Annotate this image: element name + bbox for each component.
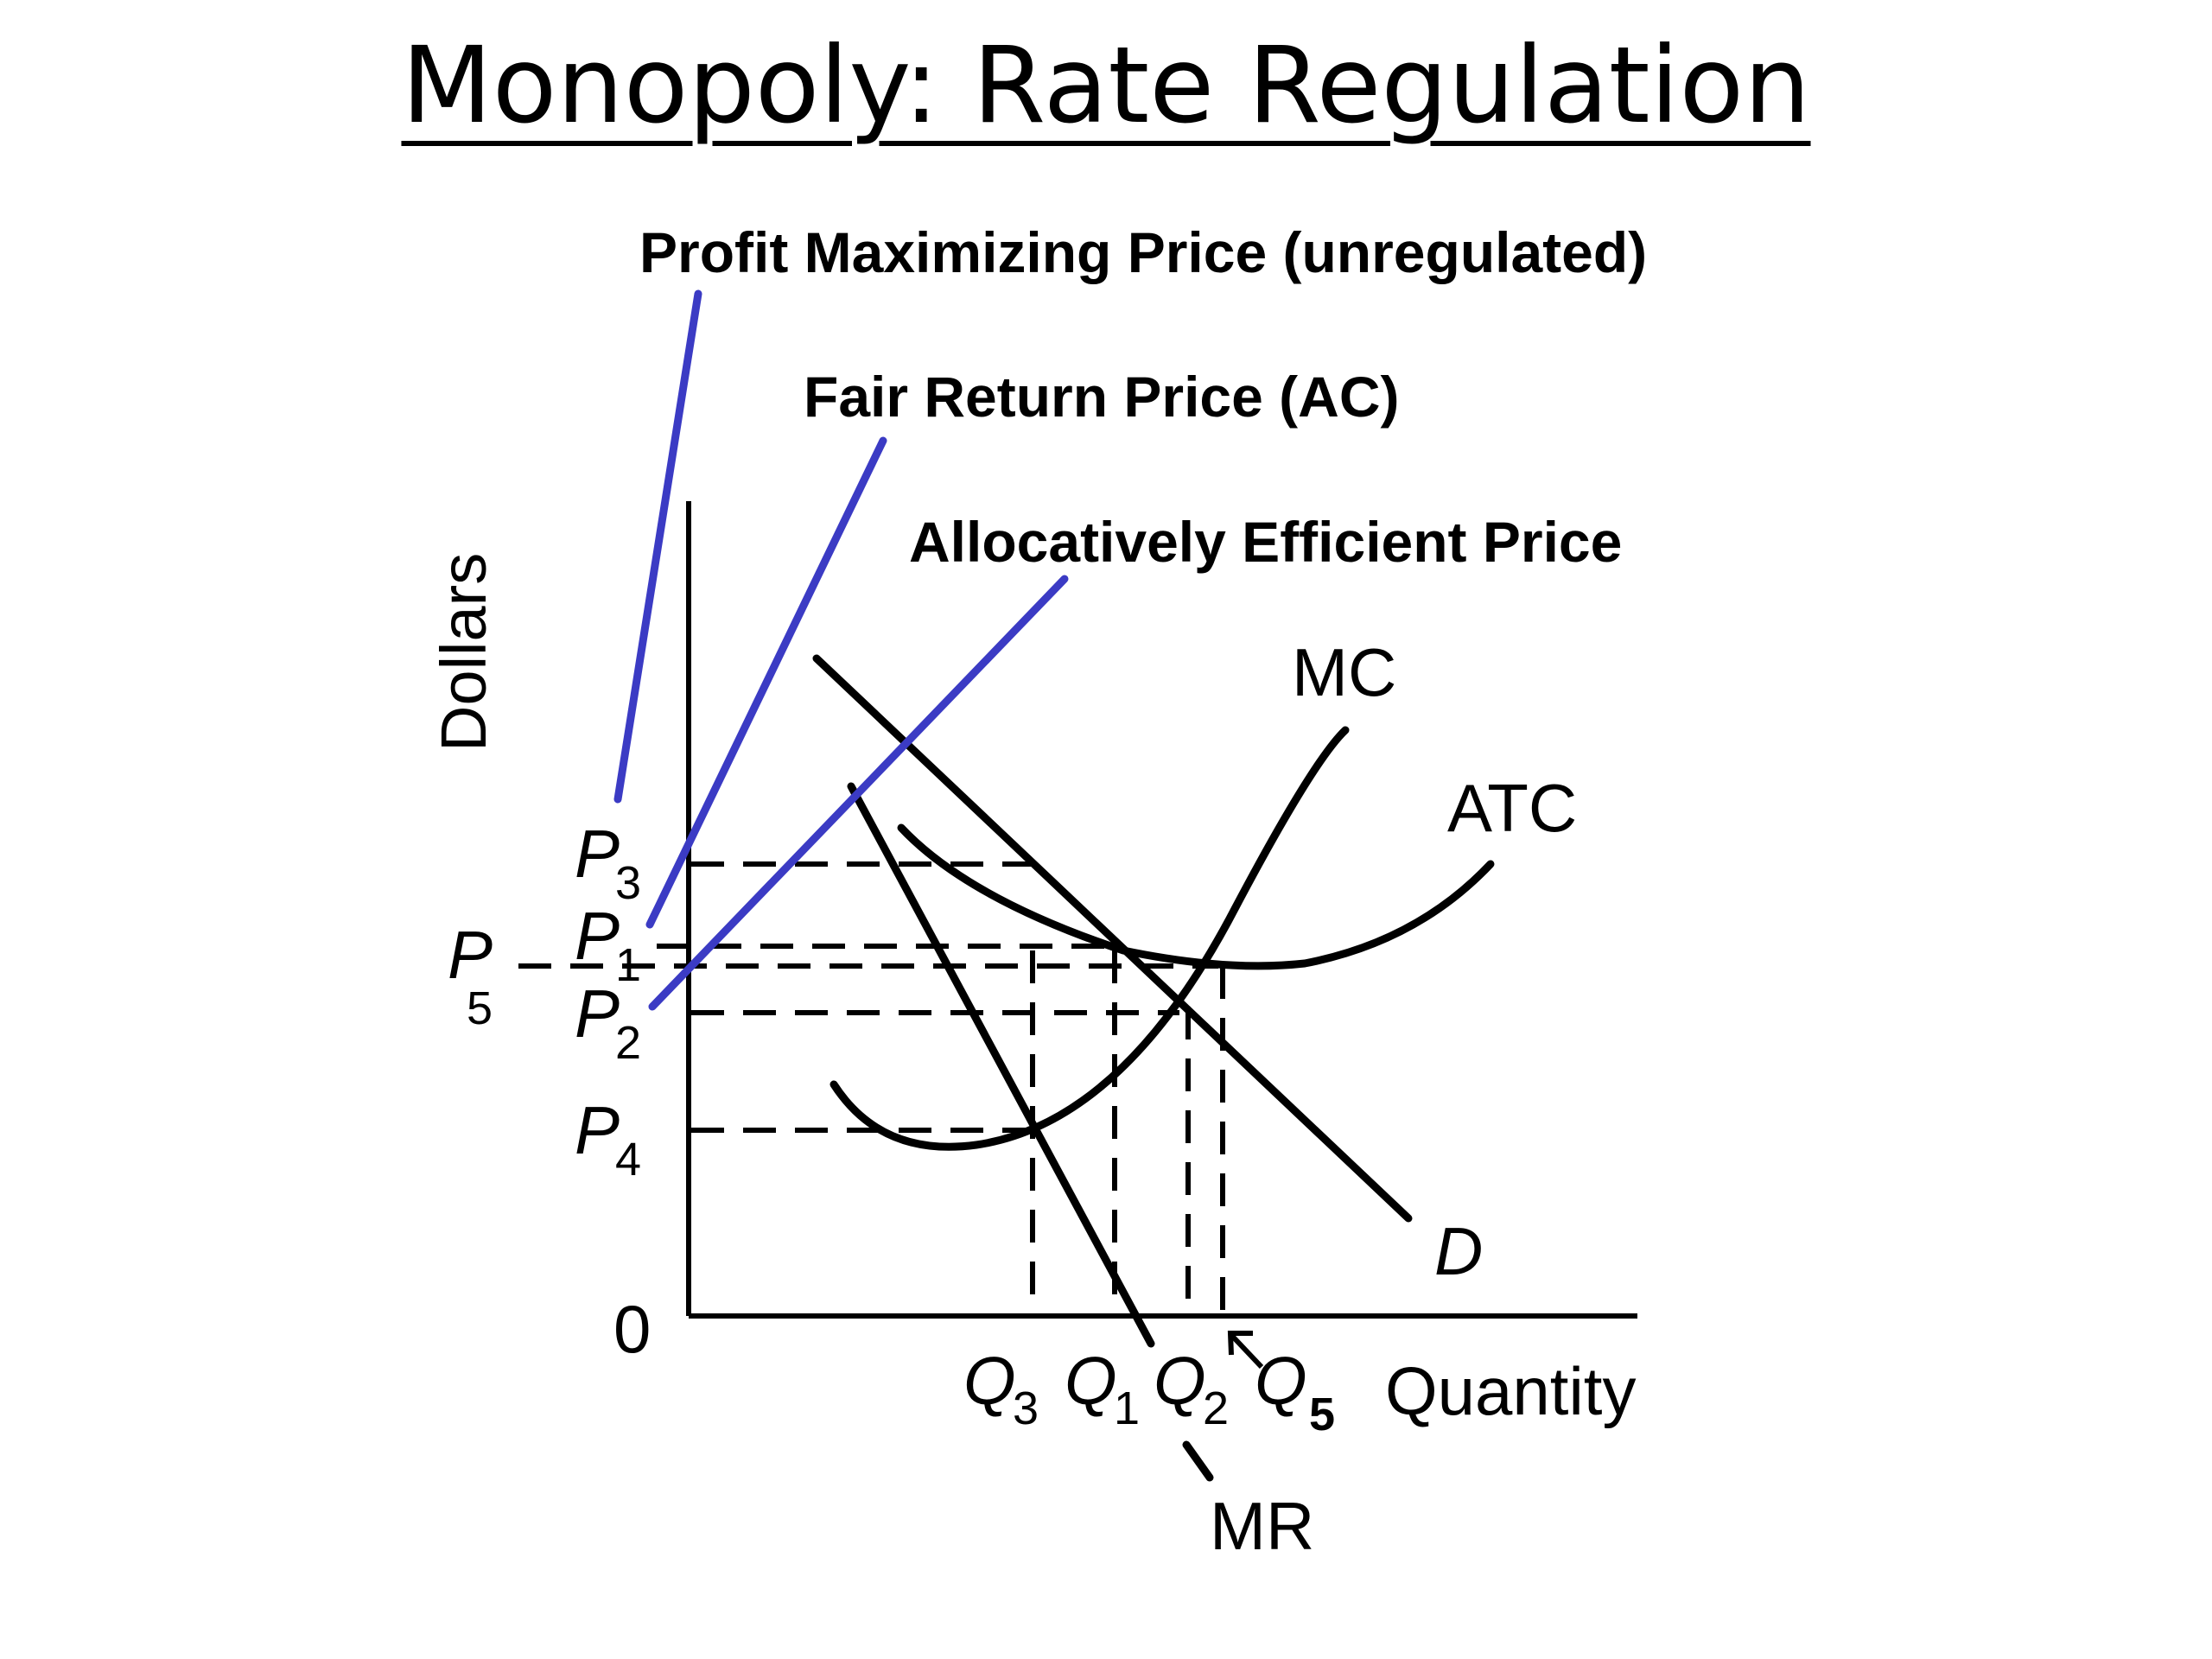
mr-curve bbox=[847, 782, 1155, 1348]
svg-text:P: P bbox=[448, 917, 493, 993]
quantity-label-q1: Q 1 bbox=[1065, 1343, 1140, 1434]
svg-text:Q: Q bbox=[1065, 1343, 1117, 1419]
fair-return-label: Fair Return Price (AC) bbox=[804, 365, 1399, 429]
y-axis-label: Dollars bbox=[428, 553, 499, 752]
dashed-guides bbox=[518, 861, 1225, 1313]
price-label-p1: P 1 bbox=[575, 898, 641, 991]
svg-text:1: 1 bbox=[1114, 1382, 1140, 1434]
svg-text:3: 3 bbox=[1013, 1382, 1039, 1434]
svg-text:2: 2 bbox=[615, 1017, 641, 1069]
demand-curve bbox=[812, 654, 1413, 1223]
svg-text:3: 3 bbox=[615, 857, 641, 909]
svg-text:5: 5 bbox=[467, 982, 493, 1034]
svg-text:5: 5 bbox=[1309, 1389, 1335, 1440]
fair-return-pointer bbox=[645, 436, 887, 929]
price-label-p5: P 5 bbox=[448, 917, 493, 1034]
quantity-label-q5: Q 5 bbox=[1255, 1343, 1335, 1440]
svg-text:4: 4 bbox=[615, 1134, 641, 1185]
q5-arrow bbox=[1227, 1331, 1264, 1370]
x-axis-label: Quantity bbox=[1385, 1353, 1636, 1429]
profit-max-pointer bbox=[613, 289, 702, 804]
mc-curve bbox=[830, 726, 1350, 1151]
price-label-p3: P 3 bbox=[575, 816, 641, 909]
mr-label: MR bbox=[1210, 1488, 1314, 1564]
svg-text:2: 2 bbox=[1203, 1382, 1229, 1434]
demand-label: D bbox=[1434, 1213, 1483, 1289]
price-label-p2: P 2 bbox=[575, 976, 641, 1069]
atc-label: ATC bbox=[1447, 770, 1577, 846]
price-label-p4: P 4 bbox=[575, 1092, 641, 1185]
svg-text:P: P bbox=[575, 816, 620, 892]
page-title: Monopoly: Rate Regulation bbox=[401, 24, 1811, 147]
quantity-label-q2: Q 2 bbox=[1154, 1343, 1229, 1434]
svg-text:Q: Q bbox=[1255, 1343, 1307, 1419]
origin-label: 0 bbox=[613, 1291, 651, 1367]
svg-text:P: P bbox=[575, 1092, 620, 1168]
alloc-eff-pointer bbox=[648, 575, 1069, 1011]
quantity-label-q3: Q 3 bbox=[963, 1343, 1039, 1434]
svg-text:1: 1 bbox=[615, 939, 641, 991]
svg-text:Q: Q bbox=[1154, 1343, 1206, 1419]
profit-max-label: Profit Maximizing Price (unregulated) bbox=[639, 220, 1647, 284]
svg-text:P: P bbox=[575, 898, 620, 974]
mc-label: MC bbox=[1292, 634, 1396, 710]
svg-text:Q: Q bbox=[963, 1343, 1016, 1419]
alloc-eff-label: Allocatively Efficient Price bbox=[909, 510, 1622, 574]
svg-text:P: P bbox=[575, 976, 620, 1052]
mr-curve-tail bbox=[1182, 1440, 1214, 1482]
